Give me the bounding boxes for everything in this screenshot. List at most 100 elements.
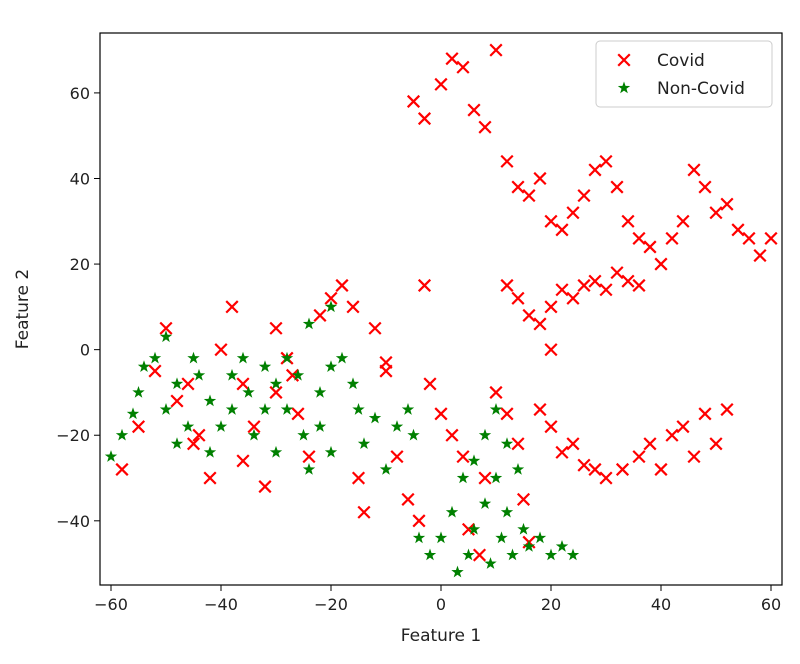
non-covid-point	[242, 385, 255, 398]
x-axis-ticks: −60 −40 −20 0 20 40 60	[94, 585, 781, 614]
legend-label-covid: Covid	[657, 51, 705, 71]
covid-point	[406, 94, 421, 109]
covid-point	[588, 462, 602, 477]
non-covid-point	[280, 351, 294, 364]
non-covid-point	[517, 522, 530, 535]
covid-point	[577, 189, 591, 203]
non-covid-point	[401, 403, 415, 415]
non-covid-point	[324, 360, 338, 373]
x-tick-label: −20	[314, 595, 348, 614]
covid-point	[511, 437, 525, 451]
non-covid-point	[390, 420, 404, 432]
covid-point	[269, 321, 283, 335]
covid-point	[621, 214, 635, 228]
covid-point	[445, 52, 459, 66]
covid-point	[720, 403, 734, 417]
covid-point	[445, 428, 459, 442]
non-covid-point	[346, 377, 360, 390]
covid-point	[335, 278, 349, 293]
non-covid-point	[489, 403, 503, 415]
non-covid-points	[104, 300, 580, 578]
non-covid-point	[132, 385, 145, 398]
covid-point	[186, 437, 201, 451]
x-tick-label: 20	[541, 595, 561, 614]
covid-point	[588, 274, 602, 288]
covid-point	[577, 278, 591, 293]
covid-point	[588, 163, 602, 177]
non-covid-point	[291, 368, 305, 381]
covid-point	[621, 274, 635, 288]
non-covid-point	[159, 403, 173, 415]
covid-point	[742, 231, 756, 245]
covid-point	[610, 180, 624, 194]
non-covid-point	[181, 420, 195, 432]
covid-point	[566, 206, 580, 220]
non-covid-point	[506, 548, 519, 561]
covid-point	[472, 548, 487, 562]
x-tick-label: 60	[761, 595, 781, 614]
non-covid-point	[269, 377, 283, 390]
covid-points	[115, 43, 778, 562]
covid-point	[131, 420, 146, 434]
non-covid-point	[451, 565, 464, 578]
covid-point	[665, 428, 679, 442]
covid-point	[544, 343, 558, 357]
covid-point	[599, 471, 613, 485]
covid-point	[423, 377, 437, 391]
non-covid-point	[335, 351, 349, 364]
covid-point	[291, 407, 305, 421]
legend-box	[595, 40, 773, 108]
covid-point	[533, 171, 547, 186]
y-tick-label: 20	[70, 255, 90, 274]
covid-point	[632, 231, 646, 245]
covid-point	[456, 450, 470, 464]
covid-point	[115, 462, 129, 477]
covid-point	[687, 163, 701, 177]
covid-point	[302, 450, 316, 464]
covid-point	[555, 283, 569, 297]
covid-point	[357, 505, 371, 519]
covid-point	[269, 385, 283, 399]
non-covid-point	[187, 351, 200, 364]
non-covid-point	[258, 403, 272, 415]
non-covid-point	[126, 407, 140, 420]
covid-point	[566, 291, 580, 305]
non-covid-point	[137, 360, 151, 373]
covid-point	[709, 206, 723, 220]
x-tick-label: −60	[94, 595, 128, 614]
covid-point	[489, 43, 503, 57]
covid-point	[192, 428, 206, 442]
covid-point	[225, 300, 239, 314]
covid-point	[610, 266, 624, 280]
non-covid-point	[258, 360, 272, 373]
covid-point	[764, 231, 778, 245]
non-covid-point	[566, 548, 580, 561]
covid-point	[170, 394, 184, 408]
covid-point	[654, 462, 668, 477]
covid-point	[417, 112, 432, 126]
non-covid-point	[434, 531, 448, 544]
non-covid-point	[522, 539, 536, 552]
non-covid-point	[247, 428, 261, 441]
non-covid-point	[489, 471, 503, 484]
non-covid-point	[313, 420, 327, 432]
covid-point	[632, 450, 646, 464]
non-covid-point	[495, 531, 508, 544]
covid-point	[687, 450, 701, 464]
x-tick-label: 40	[651, 595, 671, 614]
covid-point	[665, 231, 679, 245]
covid-point	[500, 407, 514, 421]
covid-point	[467, 103, 481, 117]
x-tick-label: −40	[204, 595, 238, 614]
covid-point	[148, 364, 162, 378]
non-covid-point	[225, 403, 239, 415]
covid-point	[258, 480, 272, 494]
non-covid-point	[236, 351, 250, 364]
covid-point	[313, 308, 327, 322]
covid-point	[412, 514, 426, 528]
y-axis-label: Feature 2	[13, 269, 33, 349]
covid-point	[544, 214, 558, 228]
legend-label-non-covid: Non-Covid	[657, 79, 745, 99]
covid-point	[401, 492, 415, 506]
y-tick-label: −20	[56, 426, 90, 445]
